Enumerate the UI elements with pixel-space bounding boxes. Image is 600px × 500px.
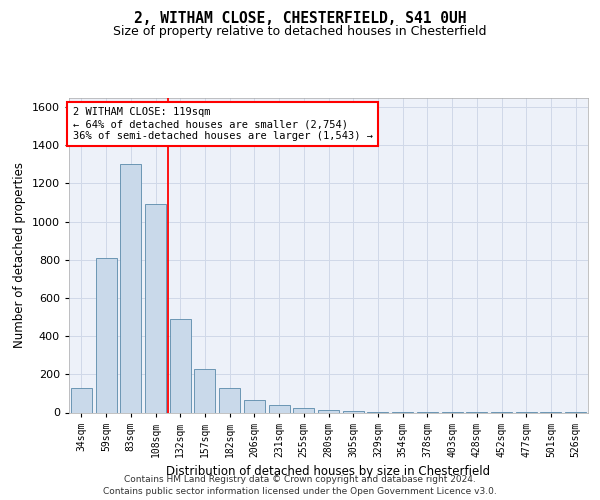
Y-axis label: Number of detached properties: Number of detached properties xyxy=(13,162,26,348)
Text: Size of property relative to detached houses in Chesterfield: Size of property relative to detached ho… xyxy=(113,25,487,38)
Bar xyxy=(95,258,116,412)
Text: 2, WITHAM CLOSE, CHESTERFIELD, S41 0UH: 2, WITHAM CLOSE, CHESTERFIELD, S41 0UH xyxy=(134,11,466,26)
Bar xyxy=(244,400,265,412)
X-axis label: Distribution of detached houses by size in Chesterfield: Distribution of detached houses by size … xyxy=(166,465,491,478)
Text: Contains HM Land Registry data © Crown copyright and database right 2024.
Contai: Contains HM Land Registry data © Crown c… xyxy=(103,474,497,496)
Bar xyxy=(170,319,191,412)
Bar xyxy=(343,410,364,412)
Bar xyxy=(145,204,166,412)
Bar xyxy=(120,164,141,412)
Bar xyxy=(194,368,215,412)
Bar xyxy=(293,408,314,412)
Bar xyxy=(318,410,339,412)
Text: 2 WITHAM CLOSE: 119sqm
← 64% of detached houses are smaller (2,754)
36% of semi-: 2 WITHAM CLOSE: 119sqm ← 64% of detached… xyxy=(73,108,373,140)
Bar xyxy=(71,388,92,412)
Bar xyxy=(219,388,240,412)
Bar xyxy=(269,405,290,412)
